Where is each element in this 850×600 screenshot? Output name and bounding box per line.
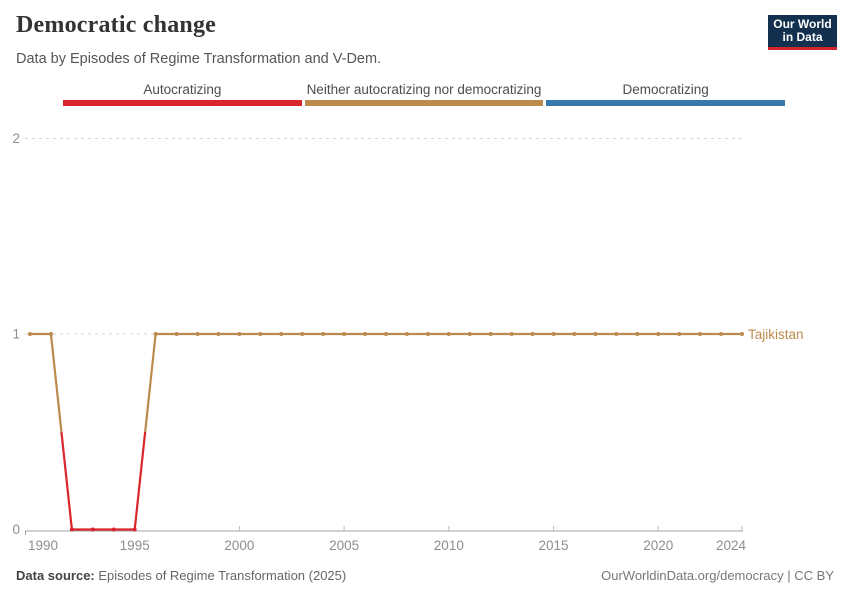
legend-label-neither: Neither autocratizing nor democratizing [306, 82, 542, 97]
data-point [132, 527, 137, 532]
series-segment [49, 333, 63, 432]
legend-label-autocratizing: Autocratizing [143, 82, 222, 97]
x-tick-label: 2005 [329, 538, 359, 553]
data-point [593, 332, 598, 336]
data-point [69, 527, 74, 532]
y-tick-label: 1 [12, 327, 20, 342]
data-point [363, 332, 368, 336]
x-tick-label: 2020 [643, 538, 673, 553]
series-segment [60, 431, 73, 530]
legend-swatch-democratizing [546, 100, 786, 106]
category-legend: Autocratizing Neither autocratizing nor … [63, 82, 786, 106]
data-point [111, 527, 116, 532]
data-point [321, 332, 326, 336]
data-point [635, 332, 640, 336]
series-entity-label: Tajikistan [748, 327, 804, 342]
data-point [28, 332, 32, 336]
legend-swatch-neither [304, 100, 544, 106]
legend-swatch-autocratizing [63, 100, 302, 106]
data-source-value: Episodes of Regime Transformation (2025) [98, 568, 347, 583]
data-point [404, 332, 409, 336]
y-tick-label: 2 [12, 131, 20, 146]
x-tick-label: 1990 [28, 538, 58, 553]
legend-item-autocratizing: Autocratizing [63, 82, 302, 106]
data-point [384, 332, 388, 336]
data-point [551, 332, 556, 336]
data-source-label: Data source: [16, 568, 95, 583]
x-tick-label: 1995 [120, 538, 150, 553]
data-point [153, 332, 158, 336]
chart-subtitle: Data by Episodes of Regime Transformatio… [16, 51, 382, 67]
data-point [614, 332, 619, 336]
legend-item-democratizing: Democratizing [546, 82, 786, 106]
data-point [342, 332, 347, 336]
data-point [258, 332, 263, 336]
data-point [698, 332, 703, 336]
data-point [300, 332, 305, 336]
page-title: Democratic change [16, 12, 216, 38]
data-point [279, 332, 284, 336]
legend-label-democratizing: Democratizing [622, 82, 709, 97]
footer: Data source: Episodes of Regime Transfor… [16, 568, 834, 583]
data-point [530, 332, 535, 336]
x-tick-label: 2010 [434, 538, 464, 553]
data-point [656, 332, 661, 336]
data-point [677, 332, 682, 336]
x-tick-label: 2015 [539, 538, 569, 553]
series-segment [133, 431, 147, 530]
legend-item-neither: Neither autocratizing nor democratizing [304, 82, 544, 106]
series-segment [144, 333, 157, 432]
data-point [195, 332, 200, 336]
data-point [719, 332, 724, 336]
data-point [740, 332, 744, 336]
data-point [216, 332, 221, 336]
data-source: Data source: Episodes of Regime Transfor… [16, 568, 346, 583]
data-point [509, 332, 514, 336]
data-point [488, 332, 493, 336]
data-point [174, 332, 179, 336]
owid-logo-line1: Our World [773, 17, 832, 31]
data-point [48, 332, 53, 336]
owid-logo-line2: in Data [782, 30, 823, 44]
x-tick-label: 2000 [224, 538, 254, 553]
data-point [446, 332, 451, 336]
data-point [572, 332, 577, 336]
x-tick-label: 2024 [716, 538, 747, 553]
data-point [237, 332, 242, 336]
data-point [90, 527, 95, 532]
owid-logo[interactable]: Our World in Data [768, 15, 837, 50]
data-point [425, 332, 430, 336]
data-point [467, 332, 472, 336]
owid-license-link[interactable]: OurWorldinData.org/democracy | CC BY [601, 568, 834, 583]
y-tick-label: 0 [12, 522, 20, 537]
